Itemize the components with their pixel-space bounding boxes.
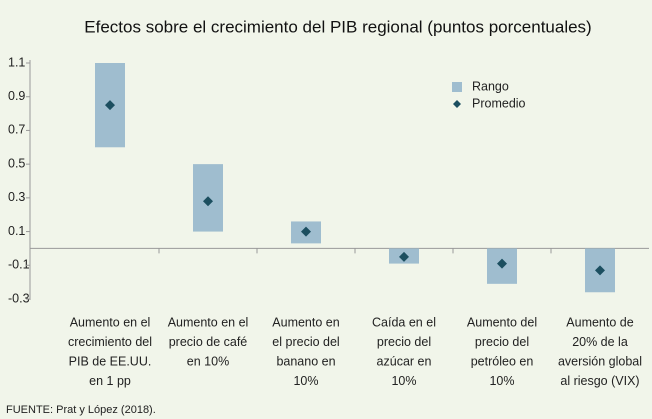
x-tick-label: Aumento del — [467, 315, 537, 329]
x-tick-label: azúcar en — [377, 354, 432, 368]
x-tick-label: al riesgo (VIX) — [560, 374, 639, 388]
x-tick-label: 10% — [391, 374, 416, 388]
source: FUENTE: Prat y López (2018). — [6, 404, 156, 416]
x-tick-label: aversión global — [558, 354, 642, 368]
x-tick-label: Aumento en el — [70, 315, 151, 329]
chart-title: Efectos sobre el crecimiento del PIB reg… — [84, 17, 591, 36]
x-tick-label: PIB de EE.UU. — [69, 354, 152, 368]
y-tick-label: 0.9 — [8, 89, 25, 103]
y-tick-label: 1.1 — [8, 55, 25, 69]
y-tick-label: -0.3 — [8, 291, 30, 305]
average-marker — [105, 100, 115, 111]
legend-swatch — [452, 82, 462, 92]
x-tick-label: Caída en el — [372, 315, 436, 329]
x-tick-label: Aumento en el — [168, 315, 249, 329]
x-tick-label: petróleo en — [471, 354, 534, 368]
y-tick-label: 0.5 — [8, 156, 25, 170]
x-tick-label: el precio del — [272, 335, 339, 349]
x-tick-label: precio de café — [169, 335, 248, 349]
y-tick-label: 0.1 — [8, 224, 25, 238]
average-marker — [595, 265, 605, 276]
average-marker — [203, 196, 213, 207]
y-tick-label: -0.1 — [8, 258, 30, 272]
x-tick-label: Aumento en — [272, 315, 339, 329]
legend-label: Rango — [472, 79, 509, 93]
x-tick-label: 10% — [489, 374, 514, 388]
average-marker — [301, 226, 311, 237]
x-tick-label: Aumento de — [566, 315, 633, 329]
y-tick-label: 0.3 — [8, 190, 25, 204]
average-marker — [497, 258, 507, 269]
x-tick-label: precio del — [377, 335, 431, 349]
y-tick-label: 0.7 — [8, 123, 25, 137]
legend-label: Promedio — [472, 96, 526, 110]
average-marker — [399, 251, 409, 262]
x-tick-label: 10% — [293, 374, 318, 388]
x-tick-label: 20% de la — [572, 335, 628, 349]
legend-swatch — [453, 100, 461, 108]
x-tick-label: precio del — [475, 335, 529, 349]
x-tick-label: banano en — [276, 354, 335, 368]
x-tick-label: crecimiento del — [68, 335, 152, 349]
x-tick-label: en 10% — [187, 354, 229, 368]
x-tick-label: en 1 pp — [89, 374, 131, 388]
